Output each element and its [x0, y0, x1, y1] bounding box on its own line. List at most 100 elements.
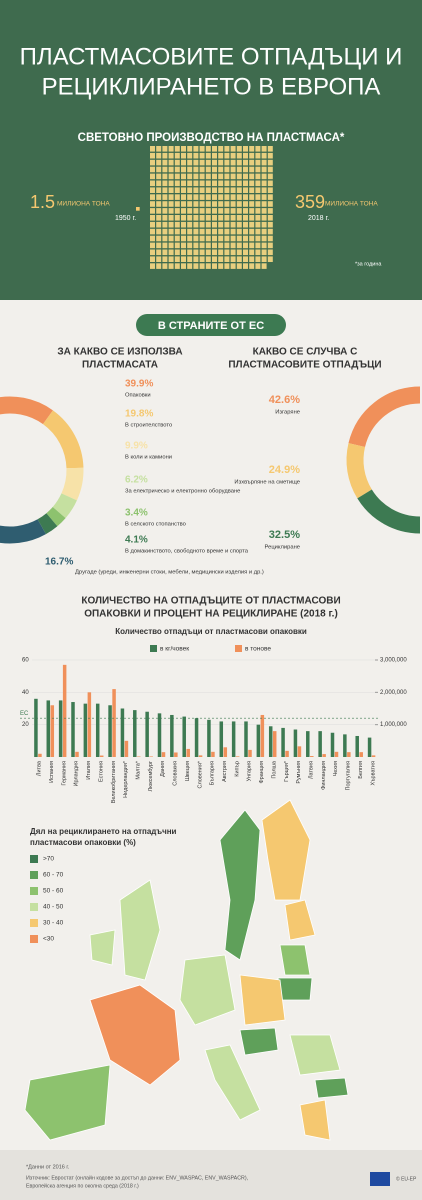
map-title: Дял на рециклирането на отпадъчни [30, 827, 177, 836]
production-square [230, 242, 236, 249]
bar [223, 747, 228, 757]
production-square [212, 187, 217, 193]
production-square [255, 256, 261, 262]
x-tick-label: Латвия [308, 761, 314, 779]
x-tick-label: Люксембург [148, 761, 154, 792]
map-legend-label: 60 - 70 [43, 872, 64, 879]
start-year: 1950 г. [115, 215, 136, 222]
production-square [168, 208, 174, 214]
production-square [255, 173, 261, 180]
map-legend-swatch [30, 855, 38, 863]
bar [318, 731, 322, 757]
reference-label: ЕС [20, 711, 29, 717]
x-tick-label: Румъния [296, 761, 302, 784]
bar [124, 740, 129, 757]
x-tick-label: Словения* [197, 760, 203, 788]
waste-segment [346, 443, 373, 499]
production-square [162, 242, 168, 249]
x-tick-label: Нидерландия* [123, 760, 129, 798]
production-square [168, 187, 174, 193]
bar [272, 731, 277, 757]
production-square [193, 152, 199, 159]
production-square [249, 180, 255, 187]
production-square [199, 180, 205, 187]
production-title: СВЕТОВНО ПРОИЗВОДСТВО НА ПЛАСТМАСА* [78, 132, 345, 144]
waste-segment [357, 489, 421, 534]
production-square [224, 194, 230, 200]
bar [112, 689, 116, 757]
uses-name: Другаде (уреди, инженерни стоки, мебели,… [75, 570, 264, 576]
map-legend-label: <30 [43, 936, 54, 943]
uses-name: В коли и камиони [125, 455, 172, 461]
y2-tick-label: 1,000,000 [380, 722, 407, 728]
production-square [199, 235, 205, 242]
production-square [212, 242, 217, 249]
x-tick-label: Чехия [333, 761, 339, 776]
production-square [162, 152, 168, 159]
production-square [267, 242, 273, 249]
bar [174, 752, 178, 757]
bar [293, 729, 298, 757]
production-square [199, 228, 205, 235]
production-square [187, 152, 193, 159]
production-square [205, 263, 211, 269]
waste-percent: 24.9% [269, 464, 300, 476]
bar [194, 718, 199, 757]
production-square [249, 263, 255, 269]
bar [244, 721, 248, 757]
production-square [261, 235, 267, 242]
production-square [267, 180, 273, 187]
x-tick-label: Гърция* [284, 760, 290, 782]
map-legend-swatch [30, 887, 38, 895]
production-square [218, 201, 224, 207]
production-square [236, 215, 242, 221]
production-square [249, 194, 255, 200]
production-square [255, 221, 261, 228]
production-square [236, 194, 242, 200]
x-tick-label: Белгия [358, 761, 364, 779]
production-square [267, 152, 273, 159]
production-square [156, 180, 162, 187]
production-square [168, 263, 174, 269]
start-unit: МИЛИОНА ТОНА [57, 201, 110, 208]
production-square [243, 208, 248, 214]
production-square [181, 256, 186, 262]
production-square [205, 228, 211, 235]
x-tick-label: Ирландия [74, 761, 80, 786]
waste-percent: 32.5% [269, 529, 300, 541]
x-tick-label: Португалия [346, 761, 352, 791]
uses-percent: 9.9% [125, 441, 148, 452]
production-square [255, 201, 261, 207]
production-square [218, 235, 224, 242]
y2-tick-label: 3,000,000 [380, 658, 407, 664]
bar [207, 719, 211, 757]
production-square [261, 173, 267, 180]
production-square [187, 256, 193, 262]
production-square [181, 180, 186, 187]
production-square [174, 201, 180, 207]
legend-swatch [150, 645, 157, 652]
production-square [168, 166, 174, 173]
production-square [199, 221, 205, 228]
production-square [150, 215, 155, 221]
production-square [162, 215, 168, 221]
production-square [156, 256, 162, 262]
map-legend-swatch [30, 935, 38, 943]
bar [182, 716, 186, 757]
production-square [249, 152, 255, 159]
production-square [255, 249, 261, 256]
production-square [267, 194, 273, 200]
production-square [212, 215, 217, 221]
production-square [199, 152, 205, 159]
x-tick-label: Швеция [185, 761, 191, 781]
production-square [261, 208, 267, 214]
production-square [218, 249, 224, 256]
map-legend-label: >70 [43, 856, 54, 863]
production-square [255, 194, 261, 200]
production-square [249, 208, 255, 214]
production-square [255, 235, 261, 242]
uses-segment [42, 410, 84, 469]
production-square [224, 187, 230, 193]
production-square [249, 249, 255, 256]
production-square [249, 256, 255, 262]
